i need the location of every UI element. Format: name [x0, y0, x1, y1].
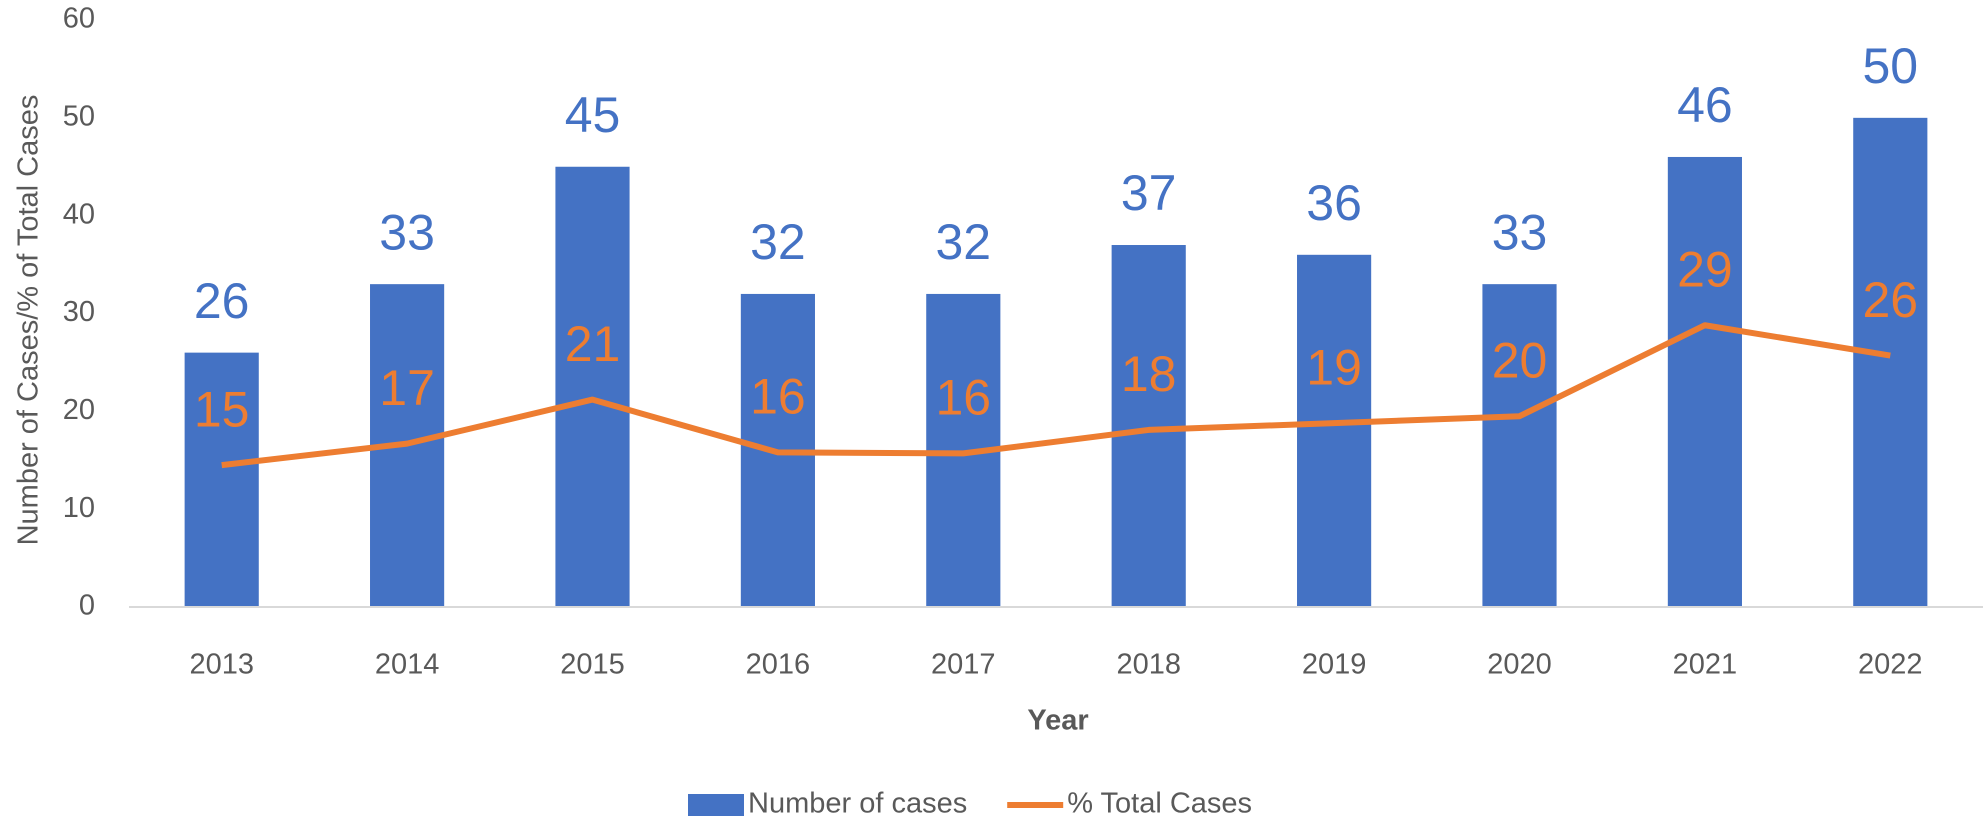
- legend-swatch: [688, 794, 744, 816]
- data-label: 50: [1862, 38, 1918, 94]
- x-tick-label: 2020: [1487, 649, 1552, 681]
- x-tick-label: 2022: [1858, 649, 1923, 681]
- x-tick-label: 2017: [931, 649, 996, 681]
- data-label: 17: [379, 360, 435, 416]
- data-label: 16: [935, 370, 991, 426]
- y-tick-label: 60: [63, 3, 95, 35]
- data-label: 46: [1677, 77, 1733, 133]
- data-label: 45: [565, 87, 621, 143]
- x-tick-label: 2019: [1302, 649, 1367, 681]
- x-tick-label: 2014: [375, 649, 440, 681]
- bar: [1853, 117, 1928, 607]
- data-label: 15: [194, 381, 250, 437]
- y-tick-label: 50: [63, 100, 95, 132]
- data-label: 19: [1306, 339, 1362, 395]
- bar: [1297, 254, 1372, 608]
- x-tick-label: 2021: [1673, 649, 1738, 681]
- x-axis-title: Year: [1027, 705, 1088, 737]
- x-tick-label: 2018: [1116, 649, 1181, 681]
- bar: [1667, 156, 1742, 607]
- data-label: 20: [1492, 332, 1548, 388]
- data-label: 33: [379, 204, 435, 260]
- data-label: 33: [1492, 204, 1548, 260]
- y-tick-label: 30: [63, 296, 95, 328]
- data-label: 36: [1306, 175, 1362, 231]
- data-label: 32: [935, 214, 991, 270]
- bar: [1482, 284, 1557, 607]
- bar: [555, 166, 630, 607]
- data-label: 29: [1677, 241, 1733, 297]
- legend-label: Number of cases: [748, 788, 967, 820]
- y-tick-label: 0: [79, 590, 95, 622]
- x-tick-label: 2016: [746, 649, 811, 681]
- line: [221, 322, 1891, 469]
- x-tick-label: 2013: [189, 649, 254, 681]
- data-label: 16: [750, 369, 806, 425]
- data-label: 32: [750, 214, 806, 270]
- data-label: 37: [1121, 165, 1177, 221]
- bar: [184, 352, 259, 607]
- y-tick-label: 20: [63, 394, 95, 426]
- y-tick-label: 40: [63, 198, 95, 230]
- data-label: 26: [194, 273, 250, 329]
- y-axis-title: Number of Cases/% of Total Cases: [13, 95, 45, 546]
- data-label: 18: [1121, 346, 1177, 402]
- x-tick-label: 2015: [560, 649, 625, 681]
- data-label: 26: [1862, 272, 1918, 328]
- y-tick-label: 10: [63, 492, 95, 524]
- legend-label: % Total Cases: [1067, 788, 1252, 820]
- data-label: 21: [565, 316, 621, 372]
